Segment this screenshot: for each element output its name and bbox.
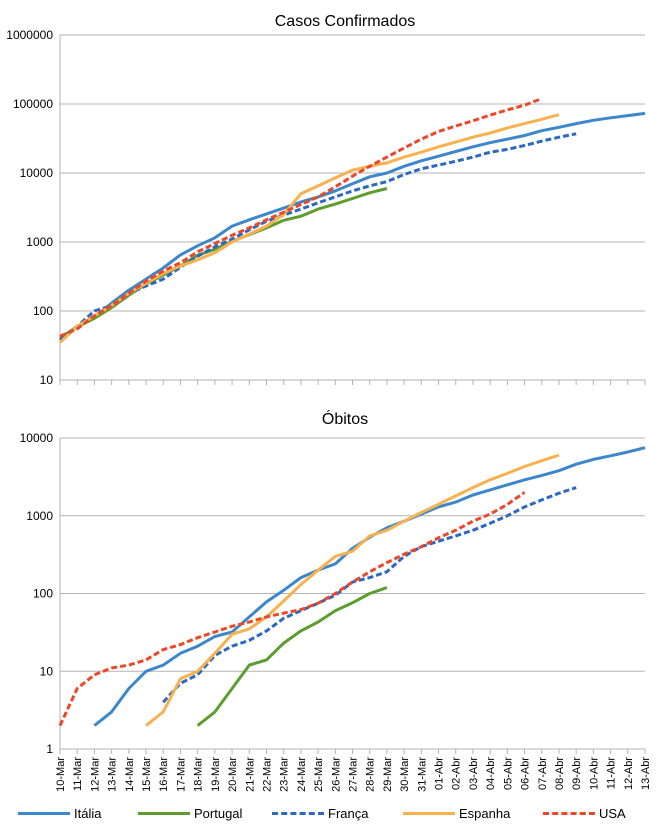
legend-swatch [403, 811, 455, 815]
chart-canvas: Casos Confirmados 1010010001000010000010… [6, 13, 652, 792]
x-tick-label: 16-Mar [158, 757, 170, 792]
x-tick-label: 24-Mar [296, 757, 308, 792]
x-tick-label: 13-Abr [640, 757, 652, 790]
chart-panel-obitos: Óbitos 1 10 100 1000 10000 10-Mar 11-Mar 12-Mar… [20, 409, 652, 792]
series-line-espanha [58, 113, 560, 344]
x-tick-label: 22-Mar [261, 757, 273, 792]
chart-panel-casos-confirmados: Casos Confirmados 10 100 1000 10000 100000 10… [6, 13, 646, 387]
x-tick-label: 02-Abr [451, 757, 463, 790]
x-tick-label: 29-Mar [382, 757, 394, 792]
y-tick-label: 10000 [20, 166, 54, 180]
legend-item: França [272, 804, 368, 822]
x-tick-label: 12-Abr [623, 757, 635, 790]
x-tick-label: 28-Mar [365, 757, 377, 792]
y-tick-label: 10 [40, 373, 54, 387]
legend-label: França [328, 805, 369, 821]
legend-label: Espanha [459, 805, 511, 821]
x-tick-label: 17-Mar [175, 757, 187, 792]
y-tick-label: 1 [46, 742, 53, 756]
legend-swatch [543, 811, 595, 815]
x-tick-label: 31-Mar [416, 757, 428, 792]
x-tick-label: 08-Abr [554, 757, 566, 790]
x-tick-label: 25-Mar [313, 757, 325, 792]
x-tick-label: 03-Abr [468, 757, 480, 790]
series-line-usa [58, 491, 526, 727]
y-tick-label: 100 [33, 304, 53, 318]
y-tick-label: 100000 [13, 97, 53, 111]
y-tick-label: 1000 [26, 235, 53, 249]
x-tick-label: 09-Abr [571, 757, 583, 790]
x-tick-label: 06-Abr [520, 757, 532, 790]
legend-item: USA [543, 804, 626, 822]
x-tick-label: 07-Abr [537, 757, 549, 790]
legend-item: Itália [18, 804, 101, 822]
legend-label: Itália [74, 805, 102, 821]
chart-title: Óbitos [322, 409, 368, 428]
x-tick-label: 18-Mar [193, 757, 205, 792]
x-tick-label: 11-Mar [72, 757, 84, 791]
x-tick-label: 14-Mar [124, 757, 136, 792]
y-tick-label: 1000000 [6, 28, 53, 42]
x-tick-label: 12-Mar [89, 757, 101, 792]
x-tick-label: 27-Mar [348, 757, 360, 792]
x-tick-label: 10-Abr [588, 757, 600, 790]
legend-label: Portugal [194, 805, 243, 821]
legend-swatch [138, 811, 190, 815]
x-tick-label: 15-Mar [141, 757, 153, 792]
series-line-franca [59, 132, 577, 342]
x-tick-label: 20-Mar [227, 757, 239, 792]
chart-legend: Itália Portugal França Espanha USA [0, 800, 658, 826]
y-tick-label: 100 [33, 587, 53, 601]
x-tick-label: 19-Mar [210, 757, 222, 792]
series-line-portugal [59, 187, 388, 339]
series-line-portugal [196, 586, 388, 727]
chart-title: Casos Confirmados [275, 13, 416, 30]
x-tick-label: 10-Mar [55, 757, 67, 792]
x-tick-label: 13-Mar [107, 757, 119, 792]
x-tick-label: 26-Mar [330, 757, 342, 792]
x-tick-label: 05-Abr [502, 757, 514, 790]
x-tick-label: 30-Mar [399, 757, 411, 792]
series-line-italia [59, 111, 646, 342]
x-tick-label: 21-Mar [244, 757, 256, 792]
legend-swatch [272, 811, 324, 815]
y-tick-label: 10000 [20, 431, 54, 445]
x-tick-label: 11-Abr [606, 757, 618, 790]
y-tick-label: 10 [40, 664, 54, 678]
x-tick-label: 23-Mar [279, 757, 291, 792]
x-tick-label: 01-Abr [434, 757, 446, 790]
y-tick-label: 1000 [26, 509, 53, 523]
series-line-espanha [145, 453, 560, 727]
x-tick-label: 04-Abr [485, 757, 497, 790]
series-line-usa [59, 97, 543, 338]
legend-swatch [18, 811, 70, 815]
legend-item: Espanha [403, 804, 510, 822]
series-line-franca [162, 486, 577, 704]
legend-item: Portugal [138, 804, 242, 822]
legend-label: USA [599, 805, 626, 821]
